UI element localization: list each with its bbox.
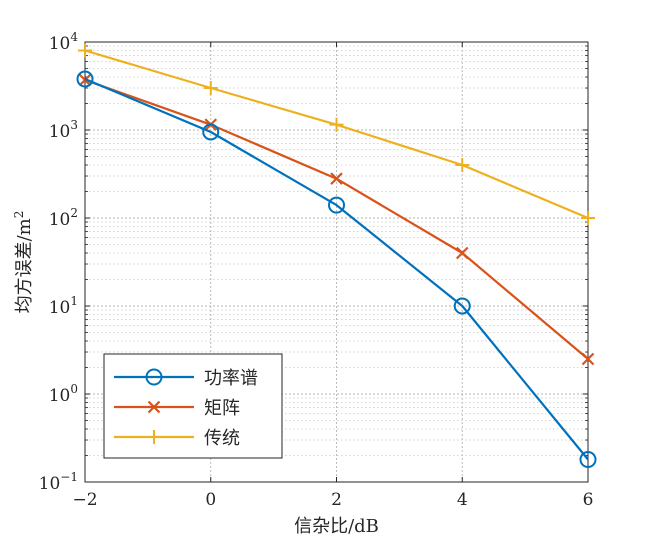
y-tick-label: 103 [49,118,78,142]
data-point-circle [579,451,597,469]
data-point-circle [76,70,94,88]
legend-label: 矩阵 [204,398,240,419]
y-tick-label: 102 [49,206,78,230]
data-point-plus [455,158,470,173]
legend-item: 传统 [114,428,240,449]
x-tick-label: 0 [205,490,216,510]
data-point-plus [329,117,344,132]
data-point-circle [202,123,220,141]
x-tick-label: −2 [72,490,97,510]
x-tick-label: 6 [583,490,594,510]
y-axis-label: 均方误差/m2 [12,211,35,314]
legend-item: 功率谱 [114,368,258,389]
y-tick-label: 100 [49,382,78,406]
legend-label: 功率谱 [204,368,258,389]
data-point-plus [78,43,92,58]
series-line [84,77,589,461]
legend-marker [147,400,161,414]
y-axis-label-text: 均方误差/m [14,218,35,313]
data-point-x [455,246,469,260]
series-layer [76,43,597,469]
y-axis-label-superscript: 2 [12,211,26,219]
data-point-x [330,172,343,185]
y-tick-labels: 10−1 100 101 102 103 104 [39,30,79,494]
data-point-x [581,352,595,366]
series-3 [78,43,595,225]
y-tick-label: 104 [49,30,79,54]
x-tick-labels: −2 0 2 4 6 [72,490,593,510]
legend-marker [145,368,163,386]
y-tick-label: 10−1 [39,470,78,494]
series-1 [76,70,597,469]
data-point-plus [203,81,218,96]
data-point-circle [453,297,471,315]
legend-label: 传统 [204,428,240,449]
x-tick-label: 2 [331,490,342,510]
data-point-plus [581,211,595,225]
data-point-circle [328,196,345,214]
legend-marker [147,430,161,444]
legend-item: 矩阵 [114,398,240,419]
x-tick-label: 4 [457,490,468,510]
y-tick-label: 101 [49,294,78,318]
x-axis-label: 信杂比/dB [294,516,379,537]
